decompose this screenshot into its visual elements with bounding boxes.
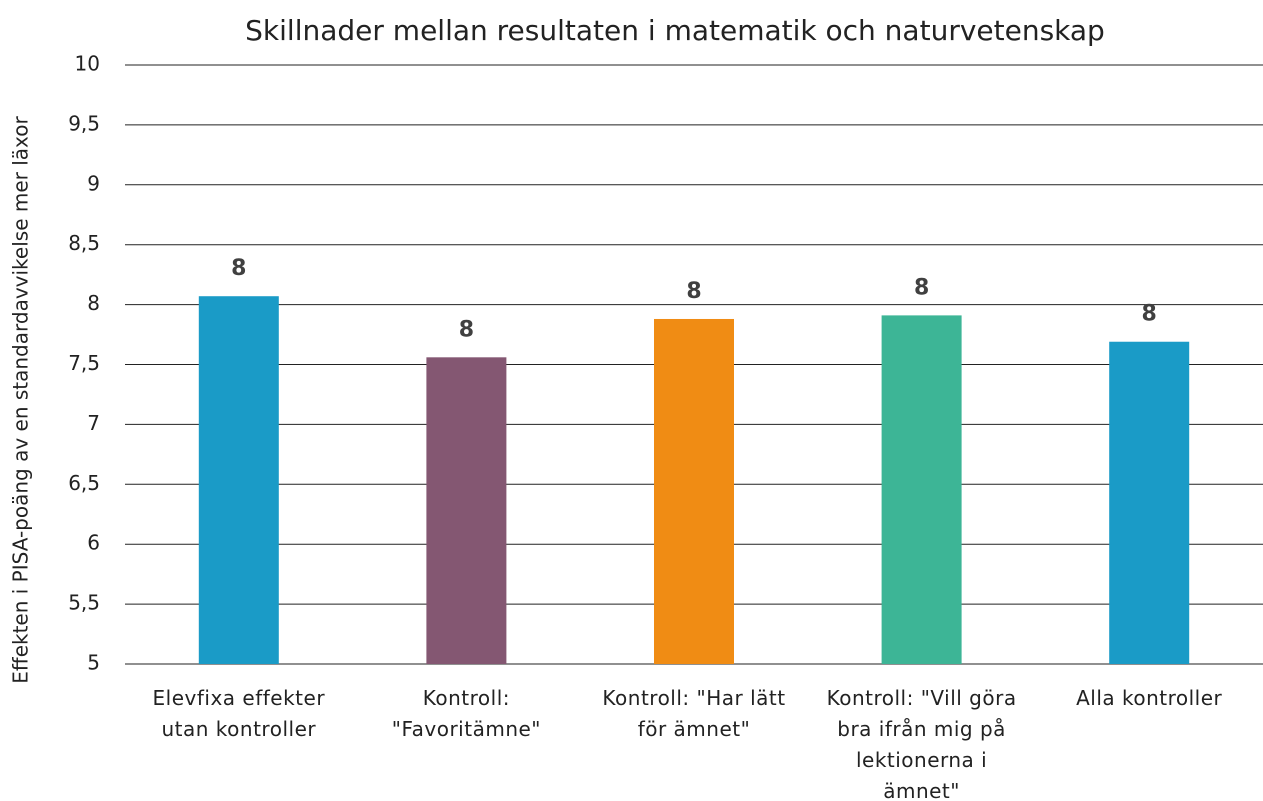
bar	[1109, 341, 1190, 664]
y-tick-label: 8	[87, 291, 100, 315]
y-tick-label: 5,5	[68, 591, 100, 615]
x-tick-label: Kontroll: "Vill göra bra ifrån mig på le…	[826, 686, 1017, 801]
y-tick-label: 5	[87, 651, 100, 675]
bar	[881, 315, 962, 664]
y-tick-label: 8,5	[68, 231, 100, 255]
y-tick-label: 10	[75, 52, 100, 76]
value-label: 8	[231, 256, 246, 281]
y-tick-label: 6	[87, 531, 100, 555]
y-axis-label: Effekten i PISA-poäng av en standardavvi…	[9, 115, 33, 683]
y-tick-label: 6,5	[68, 471, 100, 495]
y-tick-label: 9,5	[68, 111, 100, 135]
y-tick-label: 9	[87, 171, 100, 195]
value-label: 8	[686, 279, 701, 304]
bar	[198, 296, 279, 664]
x-tick-label: Elevfixa effekter utan kontroller	[152, 686, 326, 741]
value-label: 8	[1142, 302, 1157, 327]
bar	[426, 357, 507, 664]
y-tick-label: 7	[87, 411, 100, 435]
bar	[654, 318, 734, 664]
chart-title: Skillnader mellan resultaten i matematik…	[245, 14, 1105, 47]
x-tick-label: Kontroll: "Har lätt för ämnet"	[602, 686, 786, 741]
y-tick-label: 7,5	[68, 351, 100, 375]
value-label: 8	[459, 317, 474, 342]
x-tick-label: Kontroll: "Favoritämne"	[391, 686, 541, 741]
x-tick-label: Alla kontroller	[1076, 686, 1223, 710]
value-label: 8	[914, 275, 929, 300]
